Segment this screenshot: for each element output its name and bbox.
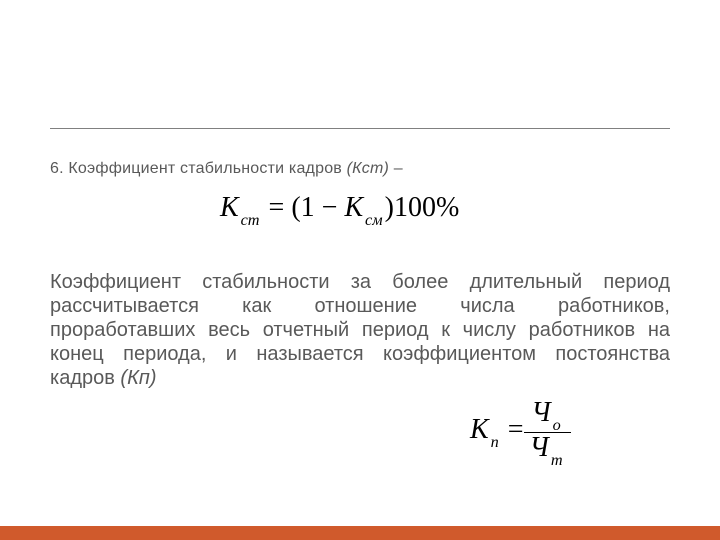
heading-prefix: 6. Коэффициент стабильности кадров [50,160,347,177]
formula-constancy: Кп = Чо Чт [470,398,571,466]
divider [50,128,670,129]
denominator: Чт [524,433,571,467]
den-sub: т [551,451,563,469]
body-symbol: (Кп) [115,367,157,389]
num-sub: о [553,416,561,434]
sub-sm: см [365,211,383,229]
close-paren: ) [385,192,394,223]
eq-sign: = [501,414,524,445]
heading-suffix: – [394,160,403,177]
formula-stability: Кст = (1 − Ксм)100% [220,192,459,228]
var-K2: К [344,192,363,223]
eq-part-1: = (1 − [262,192,345,223]
percent-100: 100% [394,192,459,223]
section-heading: 6. Коэффициент стабильности кадров (Кст)… [50,160,670,178]
var-K: К [220,192,239,223]
num-sym: Ч [531,397,550,428]
body-paragraph: Коэффициент стабильности за более длител… [50,270,670,390]
var-K-n: К [470,414,489,445]
sub-n: п [491,433,499,451]
slide: { "rule": { "top_px": 128, "color": "#80… [0,0,720,540]
numerator: Чо [524,398,571,433]
sub-st: ст [241,211,260,229]
heading-symbol: (Кст) [347,160,389,177]
bottom-accent-bar [0,526,720,540]
den-sym: Ч [530,432,549,463]
fraction: Чо Чт [524,398,571,466]
